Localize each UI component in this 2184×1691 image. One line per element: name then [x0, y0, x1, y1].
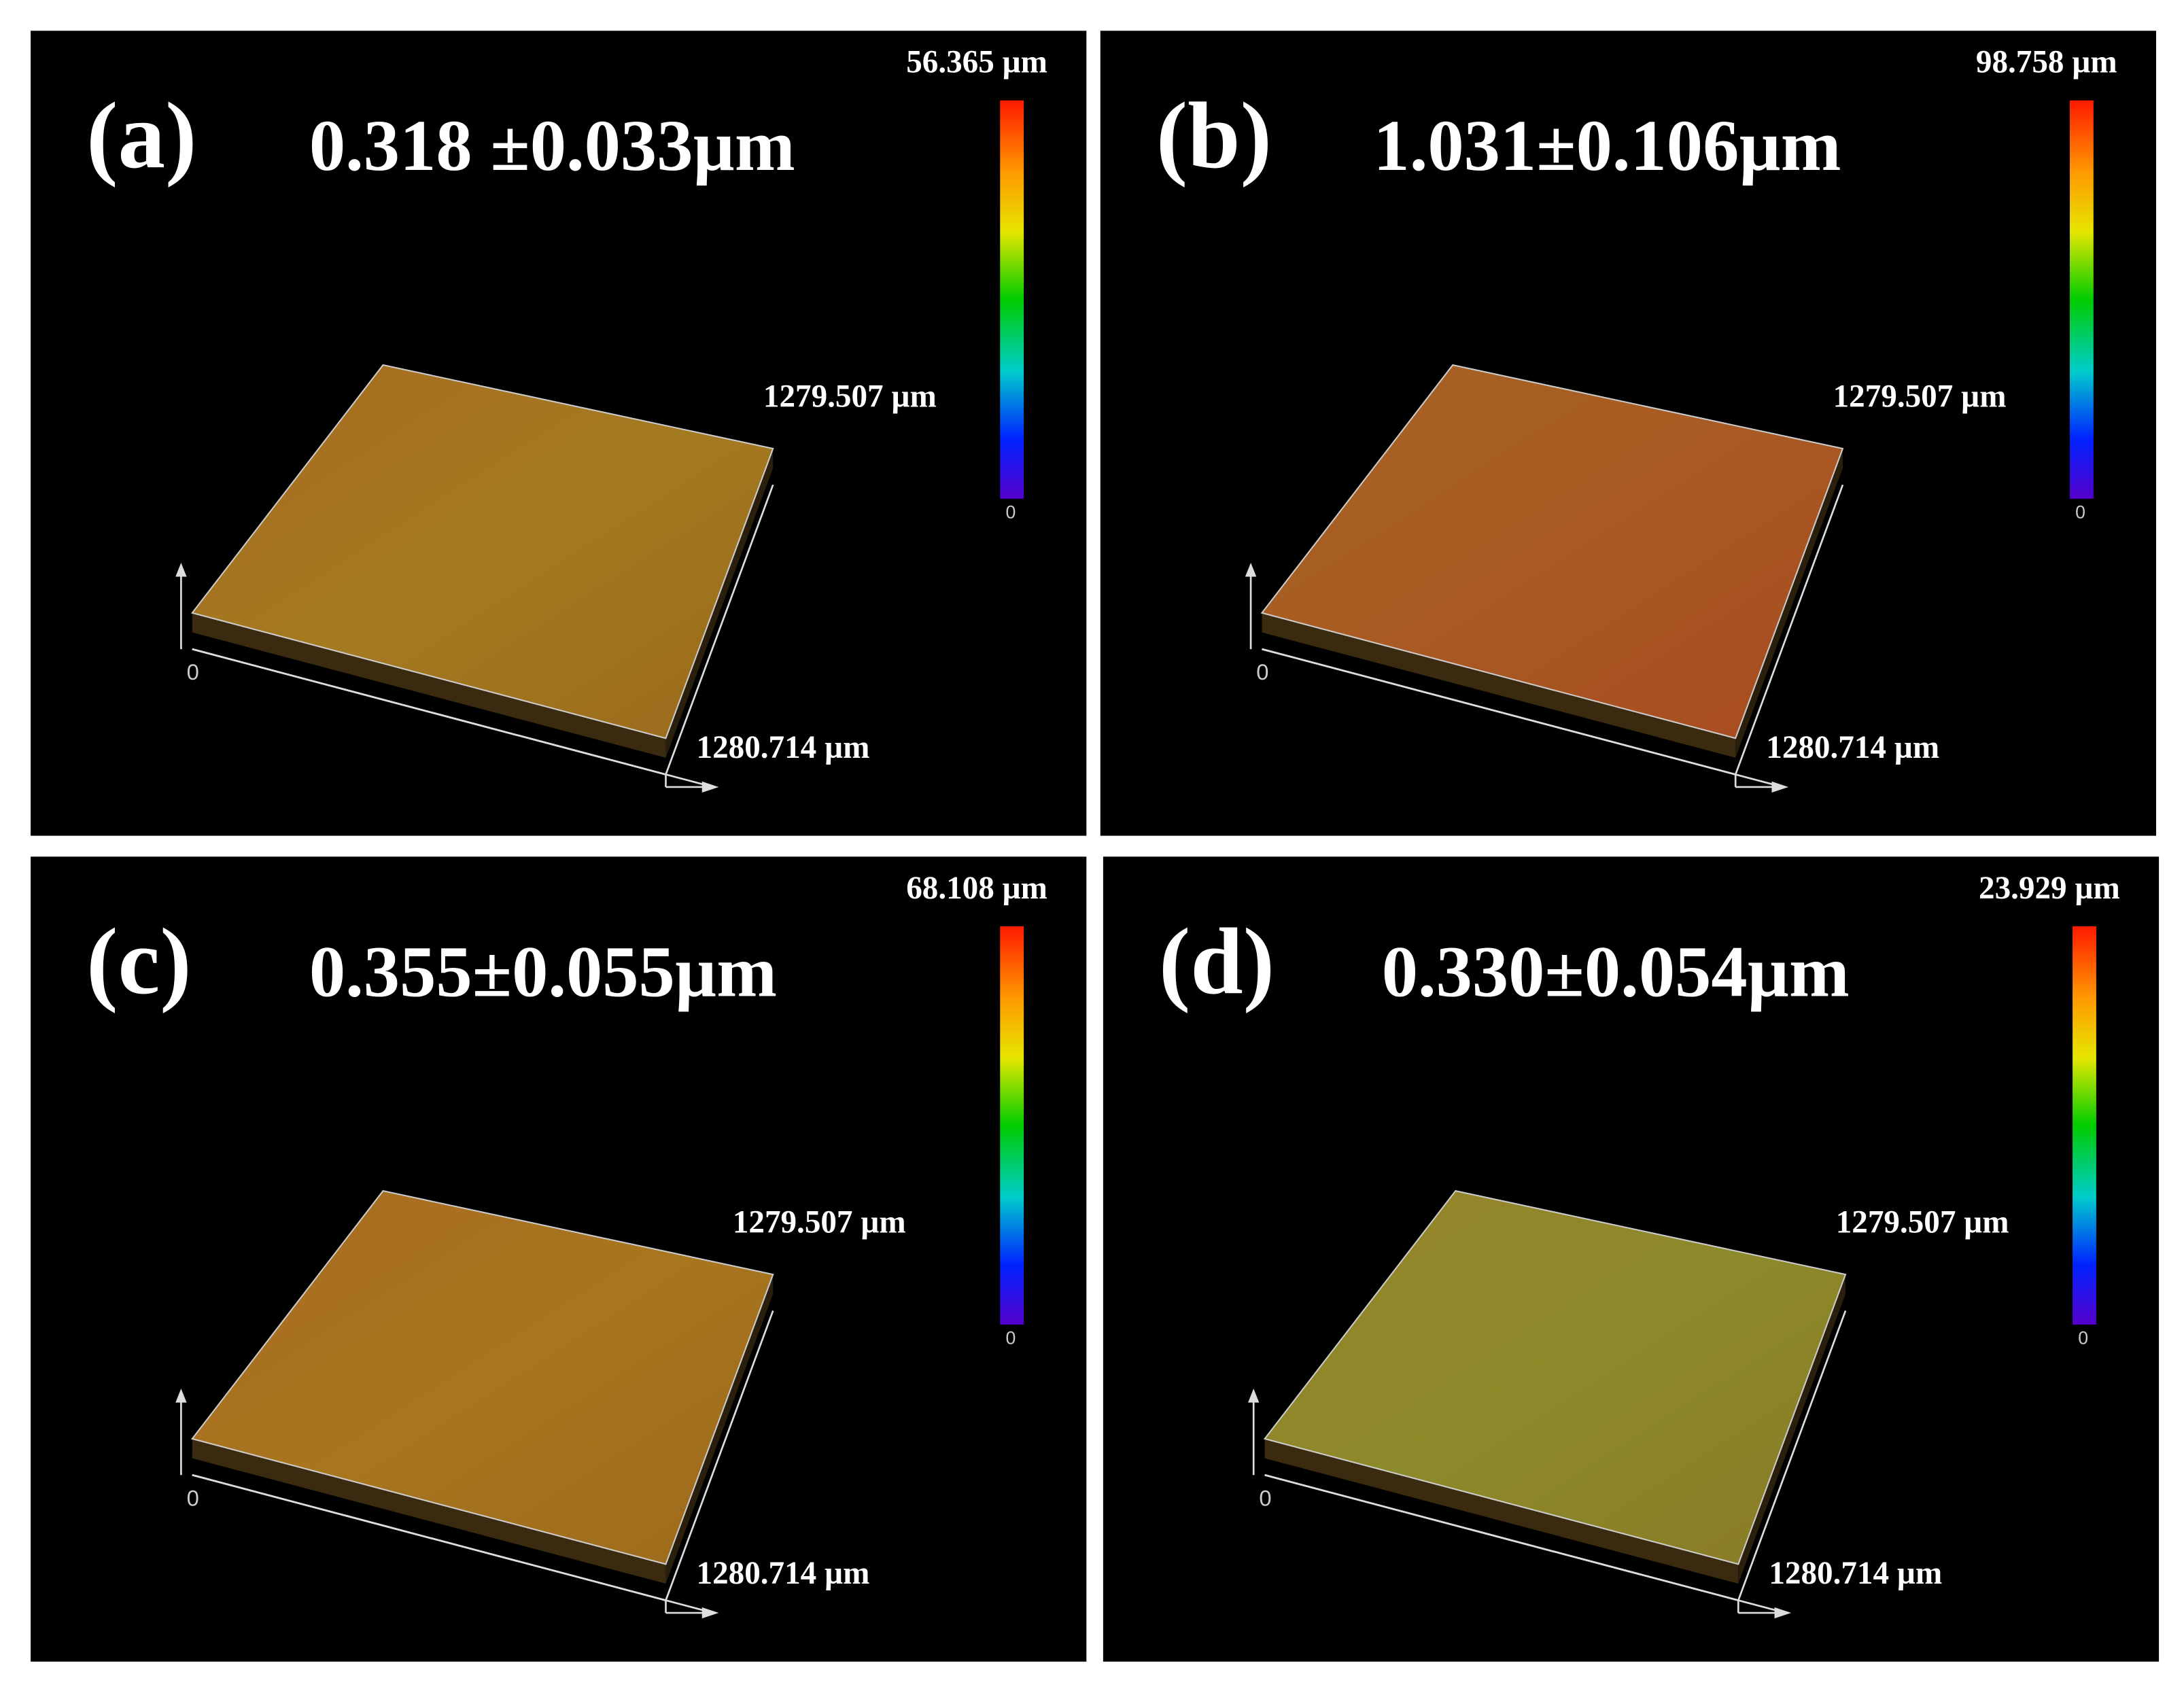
y-extent-label: 1279.507 µm — [1836, 1205, 2009, 1240]
axis-arrow — [701, 781, 719, 793]
panel: (c) 0.355±0.055µm 68.108 µm 0 0 1279.507 µm 12… — [31, 856, 1087, 1662]
surface-side — [192, 1438, 666, 1584]
roughness-value: 0.318 ±0.033µm — [309, 106, 795, 186]
color-bar-max: 23.929 µm — [1979, 871, 2120, 906]
x-axis — [192, 648, 714, 788]
color-bar-min: 0 — [1005, 502, 1016, 522]
color-bar — [2073, 926, 2096, 1325]
x-extent-label: 1280.714 µm — [1769, 1556, 1942, 1591]
panel: (b) 1.031±0.106µm 98.758 µm 0 0 1279.507 µm 12… — [1100, 31, 2157, 836]
surface-side — [1738, 1274, 1846, 1584]
x-axis — [1262, 648, 1784, 788]
origin-label: 0 — [1259, 1485, 1271, 1510]
axis-arrow — [1774, 1607, 1792, 1619]
x-axis — [192, 1474, 714, 1614]
origin-label: 0 — [1256, 659, 1268, 684]
surface-side — [1262, 612, 1736, 758]
panel-label: (b) — [1156, 84, 1272, 188]
panel-label: (a) — [86, 84, 196, 188]
x-axis — [1264, 1474, 1786, 1614]
roughness-value: 1.031±0.106µm — [1373, 106, 1841, 186]
panel: (d) 0.330±0.054µm 23.929 µm 0 0 1279.507 µm 12… — [1103, 856, 2160, 1662]
surface — [1263, 1190, 1847, 1565]
axis-arrow — [175, 563, 187, 577]
color-bar-max: 68.108 µm — [906, 871, 1047, 906]
surface — [191, 1190, 774, 1565]
color-bar — [2069, 100, 2094, 499]
color-bar — [1000, 926, 1024, 1325]
origin-label: 0 — [187, 659, 199, 684]
y-extent-label: 1279.507 µm — [763, 379, 937, 415]
surface-side — [1264, 1438, 1739, 1584]
panel-label: (d) — [1159, 909, 1275, 1014]
surface-side — [665, 1274, 774, 1584]
surface — [191, 364, 774, 739]
x-extent-label: 1280.714 µm — [697, 1556, 870, 1591]
axis-arrow — [1245, 563, 1257, 577]
y-extent-label: 1279.507 µm — [1833, 379, 2007, 415]
panel-label: (c) — [86, 909, 192, 1014]
color-bar-max: 98.758 µm — [1976, 45, 2117, 80]
color-bar-min: 0 — [2078, 1328, 2088, 1348]
color-bar-min: 0 — [1005, 1328, 1016, 1348]
color-bar — [1000, 100, 1024, 499]
surface-side — [192, 612, 666, 758]
color-bar-max: 56.365 µm — [906, 45, 1047, 80]
surface-side — [1735, 449, 1843, 758]
color-bar-min: 0 — [2075, 502, 2085, 522]
panel: (a) 0.318 ±0.033µm 56.365 µm 0 0 1279.507 µm 1… — [31, 31, 1087, 836]
roughness-value: 0.355±0.055µm — [309, 932, 777, 1012]
x-extent-label: 1280.714 µm — [697, 730, 870, 765]
surface-side — [665, 449, 774, 758]
axis-arrow — [1248, 1389, 1260, 1403]
axis-arrow — [701, 1607, 719, 1619]
axis-arrow — [1771, 781, 1789, 793]
x-extent-label: 1280.714 µm — [1766, 730, 1939, 765]
roughness-value: 0.330±0.054µm — [1382, 932, 1850, 1012]
y-extent-label: 1279.507 µm — [733, 1205, 906, 1240]
origin-label: 0 — [187, 1485, 199, 1510]
axis-arrow — [175, 1389, 187, 1403]
surface — [1260, 364, 1844, 739]
